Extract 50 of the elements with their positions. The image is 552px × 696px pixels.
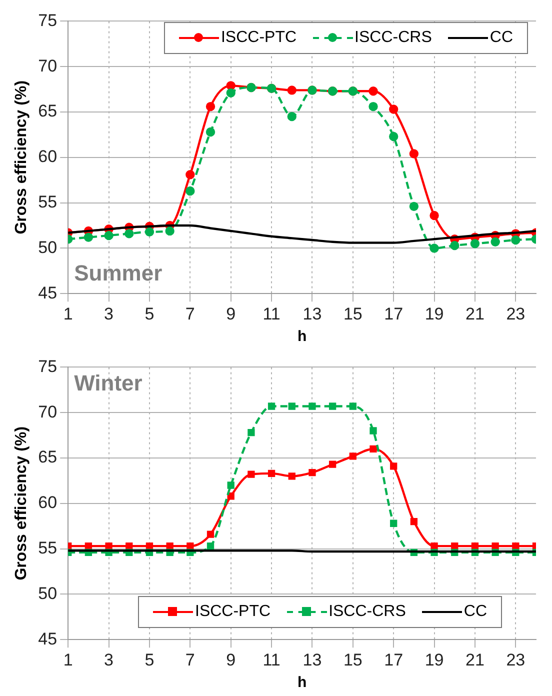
y-tick-label: 60	[38, 493, 58, 512]
y-tick-label: 65	[38, 102, 58, 121]
y-axis-title: Gross efficiency (%)	[13, 80, 30, 234]
legend-label: CC	[464, 603, 488, 621]
x-tick-label: 7	[185, 304, 195, 324]
y-tick-label: 70	[38, 56, 58, 76]
legend-label: CC	[490, 29, 513, 47]
y-tick-label: 55	[38, 192, 58, 212]
x-tick-label: 1	[63, 304, 73, 324]
y-tick-label: 70	[38, 402, 58, 422]
y-tick-label: 65	[38, 448, 58, 467]
x-tick-label: 11	[262, 650, 280, 670]
x-tick-label: 17	[384, 650, 404, 670]
x-tick-label: 3	[104, 304, 114, 324]
x-axis-title: h	[297, 674, 307, 692]
legend-label: ISCC-PTC	[220, 29, 297, 47]
y-tick-label: 45	[38, 629, 58, 648]
x-tick-label: 17	[384, 304, 404, 324]
legend-label: ISCC-CRS	[328, 603, 406, 621]
x-tick-label: 19	[424, 304, 444, 324]
y-tick-label: 45	[38, 283, 58, 302]
x-tick-label: 9	[226, 650, 236, 670]
x-tick-label: 13	[302, 304, 322, 324]
y-tick-label: 50	[38, 584, 58, 603]
x-tick-label: 21	[466, 650, 484, 670]
x-axis-title: h	[297, 328, 307, 346]
x-tick-label: 15	[343, 650, 362, 670]
y-tick-label: 75	[38, 356, 58, 376]
x-tick-label: 5	[144, 304, 154, 324]
x-tick-label: 19	[424, 650, 444, 670]
x-tick-label: 11	[262, 304, 280, 324]
x-tick-label: 7	[185, 650, 195, 670]
x-tick-label: 23	[506, 650, 526, 670]
y-axis-title: Gross efficiency (%)	[13, 426, 30, 580]
x-tick-label: 5	[144, 650, 154, 670]
annotation: Summer	[74, 260, 163, 286]
x-tick-label: 21	[466, 304, 484, 324]
x-tick-label: 9	[226, 304, 236, 324]
y-tick-label: 50	[38, 238, 58, 257]
y-tick-label: 60	[38, 147, 58, 166]
x-tick-label: 23	[506, 304, 526, 324]
y-tick-label: 75	[38, 10, 58, 30]
legend-label: ISCC-PTC	[195, 603, 271, 621]
x-tick-label: 13	[302, 650, 322, 670]
x-tick-label: 1	[63, 650, 73, 670]
x-tick-label: 15	[343, 304, 362, 324]
annotation: Winter	[74, 370, 143, 396]
x-tick-label: 3	[104, 650, 114, 670]
y-tick-label: 55	[38, 538, 58, 558]
legend-label: ISCC-CRS	[354, 29, 432, 47]
